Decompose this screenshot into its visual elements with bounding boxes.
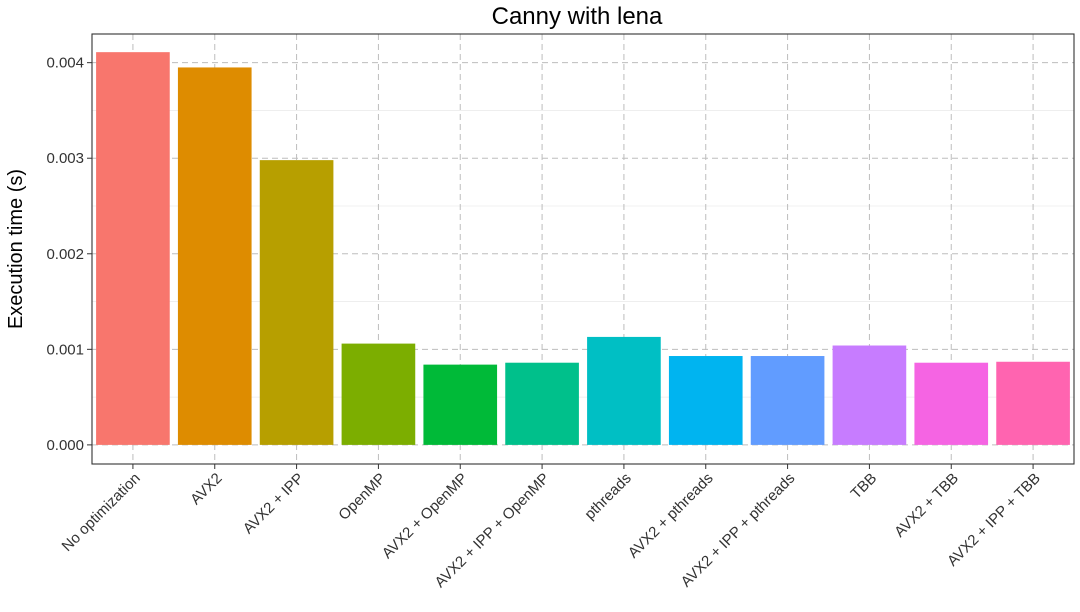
- bar: [832, 345, 907, 445]
- bar: [996, 361, 1070, 445]
- x-tick-label: TBB: [848, 470, 881, 503]
- y-tick-label: 0.004: [46, 55, 84, 72]
- bar: [587, 336, 661, 445]
- x-tick-label: AVX2: [187, 470, 225, 508]
- x-tick-label: AVX2 + pthreads: [625, 470, 717, 562]
- y-axis-ticks: 0.000 0.001 0.002 0.003 0.004: [46, 55, 92, 454]
- y-tick-label: 0.001: [46, 341, 84, 358]
- y-axis-title: Execution time (s): [5, 169, 27, 329]
- bar: [177, 67, 252, 445]
- x-tick-label: OpenMP: [335, 470, 389, 524]
- x-tick-label: pthreads: [581, 470, 634, 523]
- bar: [96, 52, 170, 445]
- y-tick-label: 0.000: [46, 437, 84, 454]
- bar: [423, 364, 498, 445]
- grid: [92, 34, 1074, 464]
- y-tick-label: 0.003: [46, 150, 84, 167]
- bar: [914, 362, 989, 445]
- chart-title: Canny with lena: [492, 3, 663, 30]
- x-tick-label: AVX2 + OpenMP: [379, 470, 471, 562]
- y-tick-label: 0.002: [46, 246, 84, 263]
- bar: [505, 362, 579, 445]
- bar: [668, 356, 743, 445]
- x-tick-label: AVX2 + IPP: [240, 470, 308, 538]
- x-tick-label: AVX2 + TBB: [891, 470, 962, 541]
- bar: [750, 356, 825, 445]
- plot-panel-border: [91, 33, 1075, 465]
- bar: [259, 160, 334, 445]
- bars: [96, 52, 1070, 445]
- x-axis-ticks: No optimization AVX2 AVX2 + IPP OpenMPAVX2 …: [59, 464, 1044, 591]
- x-tick-label: No optimization: [59, 470, 144, 555]
- bar: [341, 343, 416, 445]
